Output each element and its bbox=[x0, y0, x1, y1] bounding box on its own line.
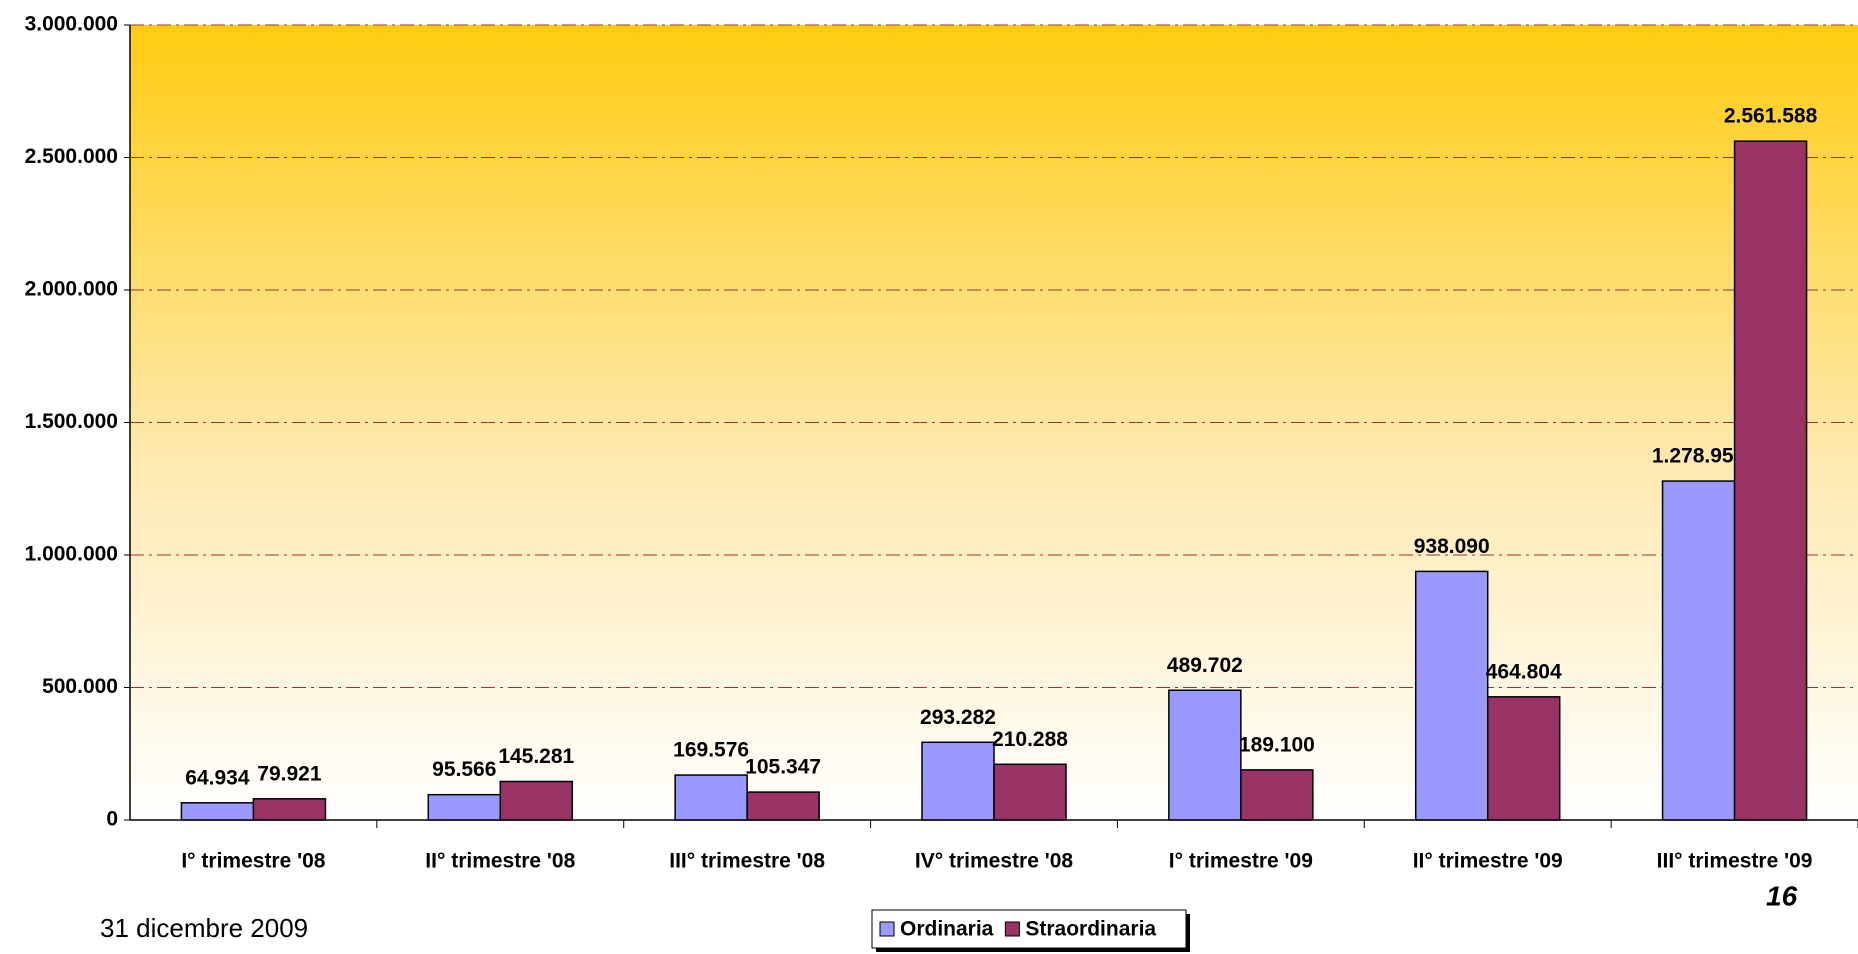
x-tick-label: II° trimestre '09 bbox=[1413, 850, 1563, 873]
y-tick-label: 2.000.000 bbox=[25, 278, 118, 301]
bar bbox=[921, 741, 995, 821]
bar bbox=[1240, 769, 1314, 821]
bar bbox=[1486, 696, 1561, 821]
x-tick-label: III° trimestre '09 bbox=[1657, 850, 1813, 873]
footer-date: 31 dicembre 2009 bbox=[100, 913, 308, 943]
bar bbox=[746, 791, 820, 821]
value-label: 464.804 bbox=[1486, 660, 1562, 683]
legend-label: Straordinaria bbox=[1025, 918, 1156, 941]
value-label: 293.282 bbox=[920, 706, 996, 729]
legend-swatch bbox=[879, 921, 895, 937]
bar bbox=[180, 802, 255, 821]
x-tick-label: I° trimestre '09 bbox=[1169, 850, 1313, 873]
legend-box bbox=[871, 909, 1187, 949]
bar bbox=[427, 793, 502, 821]
x-tick-label: III° trimestre '08 bbox=[669, 850, 825, 873]
value-label: 145.281 bbox=[498, 745, 574, 768]
bar bbox=[1733, 140, 1808, 821]
y-tick-label: 1.000.000 bbox=[25, 543, 118, 566]
bar bbox=[252, 798, 327, 821]
value-label: 2.561.588 bbox=[1724, 105, 1818, 128]
bar bbox=[499, 780, 574, 821]
value-label: 95.566 bbox=[432, 758, 496, 781]
y-tick-label: 500.000 bbox=[42, 675, 118, 698]
y-tick-label: 3.000.000 bbox=[25, 13, 118, 36]
y-tick-label: 1.500.000 bbox=[25, 410, 118, 433]
page-number: 16 bbox=[1766, 880, 1798, 911]
bar bbox=[674, 774, 748, 821]
value-label: 169.576 bbox=[673, 739, 749, 762]
bar bbox=[1414, 570, 1489, 821]
bar bbox=[993, 763, 1067, 821]
value-label: 79.921 bbox=[257, 762, 322, 785]
value-label: 1.278.953 bbox=[1652, 445, 1745, 468]
bar bbox=[1661, 480, 1736, 821]
value-label: 105.347 bbox=[745, 756, 821, 779]
y-tick-label: 2.500.000 bbox=[25, 145, 118, 168]
bar bbox=[1168, 689, 1242, 821]
x-tick-label: I° trimestre '08 bbox=[181, 850, 325, 873]
y-tick-label: 0 bbox=[106, 808, 118, 831]
value-label: 210.288 bbox=[992, 728, 1068, 751]
legend-label: Ordinaria bbox=[900, 918, 994, 941]
legend-swatch bbox=[1004, 921, 1020, 937]
value-label: 938.090 bbox=[1414, 535, 1490, 558]
x-tick-label: IV° trimestre '08 bbox=[915, 850, 1073, 873]
value-label: 189.100 bbox=[1239, 733, 1315, 756]
x-tick-label: II° trimestre '08 bbox=[425, 850, 575, 873]
value-label: 64.934 bbox=[185, 766, 250, 789]
value-label: 489.702 bbox=[1167, 654, 1243, 677]
